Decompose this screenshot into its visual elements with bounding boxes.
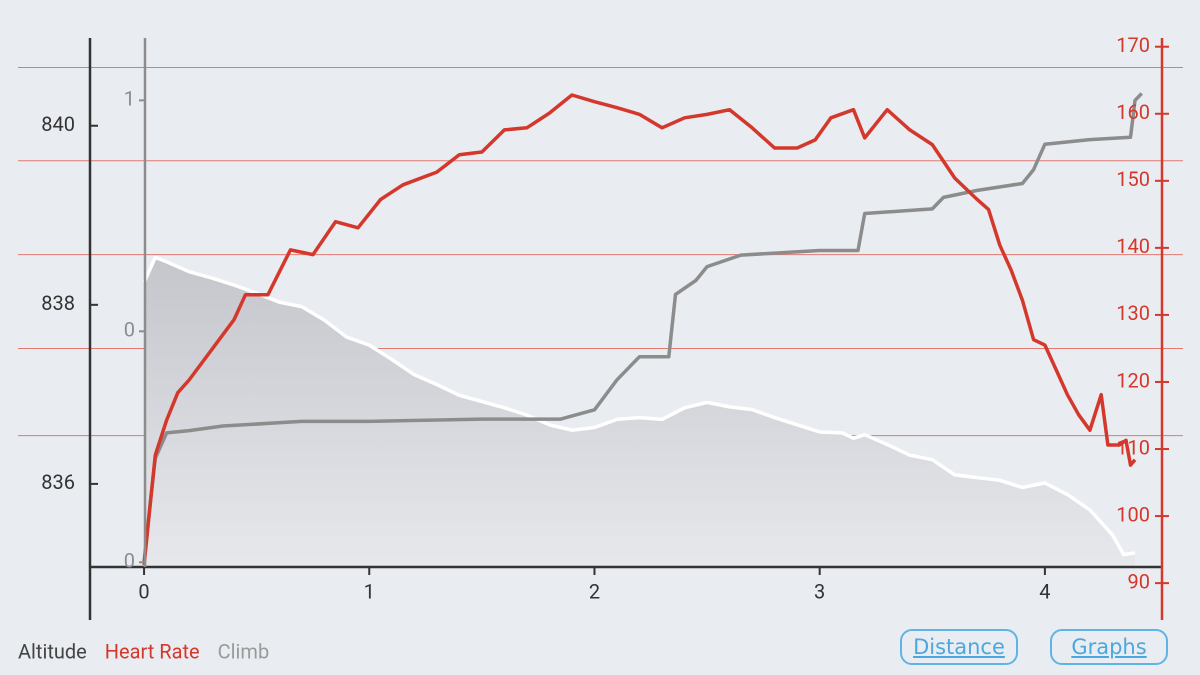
- legend-entry: Heart Rate: [105, 639, 200, 663]
- graphs-button[interactable]: Graphs: [1050, 629, 1168, 665]
- y2-tick-label: 160: [1116, 100, 1150, 124]
- series-line: [142, 255, 1136, 557]
- legend-entry: Climb: [218, 639, 270, 663]
- y2-tick-label: 120: [1116, 368, 1150, 392]
- x-tick-label: 4: [1039, 579, 1050, 603]
- y2-tick-label: 90: [1128, 569, 1150, 593]
- y-tick-label: 840: [41, 112, 75, 136]
- y2-tick-label: 100: [1116, 502, 1150, 526]
- x-tick-label: 0: [138, 579, 149, 603]
- x-tick-label: 2: [589, 579, 600, 603]
- y2-tick-label: 140: [1116, 234, 1150, 258]
- series-line: [142, 93, 1137, 566]
- y2-tick-label: 110: [1116, 435, 1150, 459]
- y-tick-label: 836: [41, 470, 75, 494]
- y2-tick-label: 150: [1116, 167, 1150, 191]
- legend-entry: Altitude: [18, 639, 87, 663]
- y2-tick-label: 130: [1116, 301, 1150, 325]
- altitude-area: [144, 257, 1135, 567]
- y2-tick-label: 170: [1116, 33, 1150, 57]
- series-line: [142, 92, 1143, 562]
- y3-tick-label: 0: [124, 549, 135, 573]
- x-tick-label: 1: [364, 579, 375, 603]
- y3-tick-label: 0: [124, 318, 135, 342]
- y3-tick-label: 1: [124, 87, 135, 111]
- distance-button[interactable]: Distance: [900, 629, 1018, 665]
- x-tick-label: 3: [814, 579, 825, 603]
- y-tick-label: 838: [41, 291, 75, 315]
